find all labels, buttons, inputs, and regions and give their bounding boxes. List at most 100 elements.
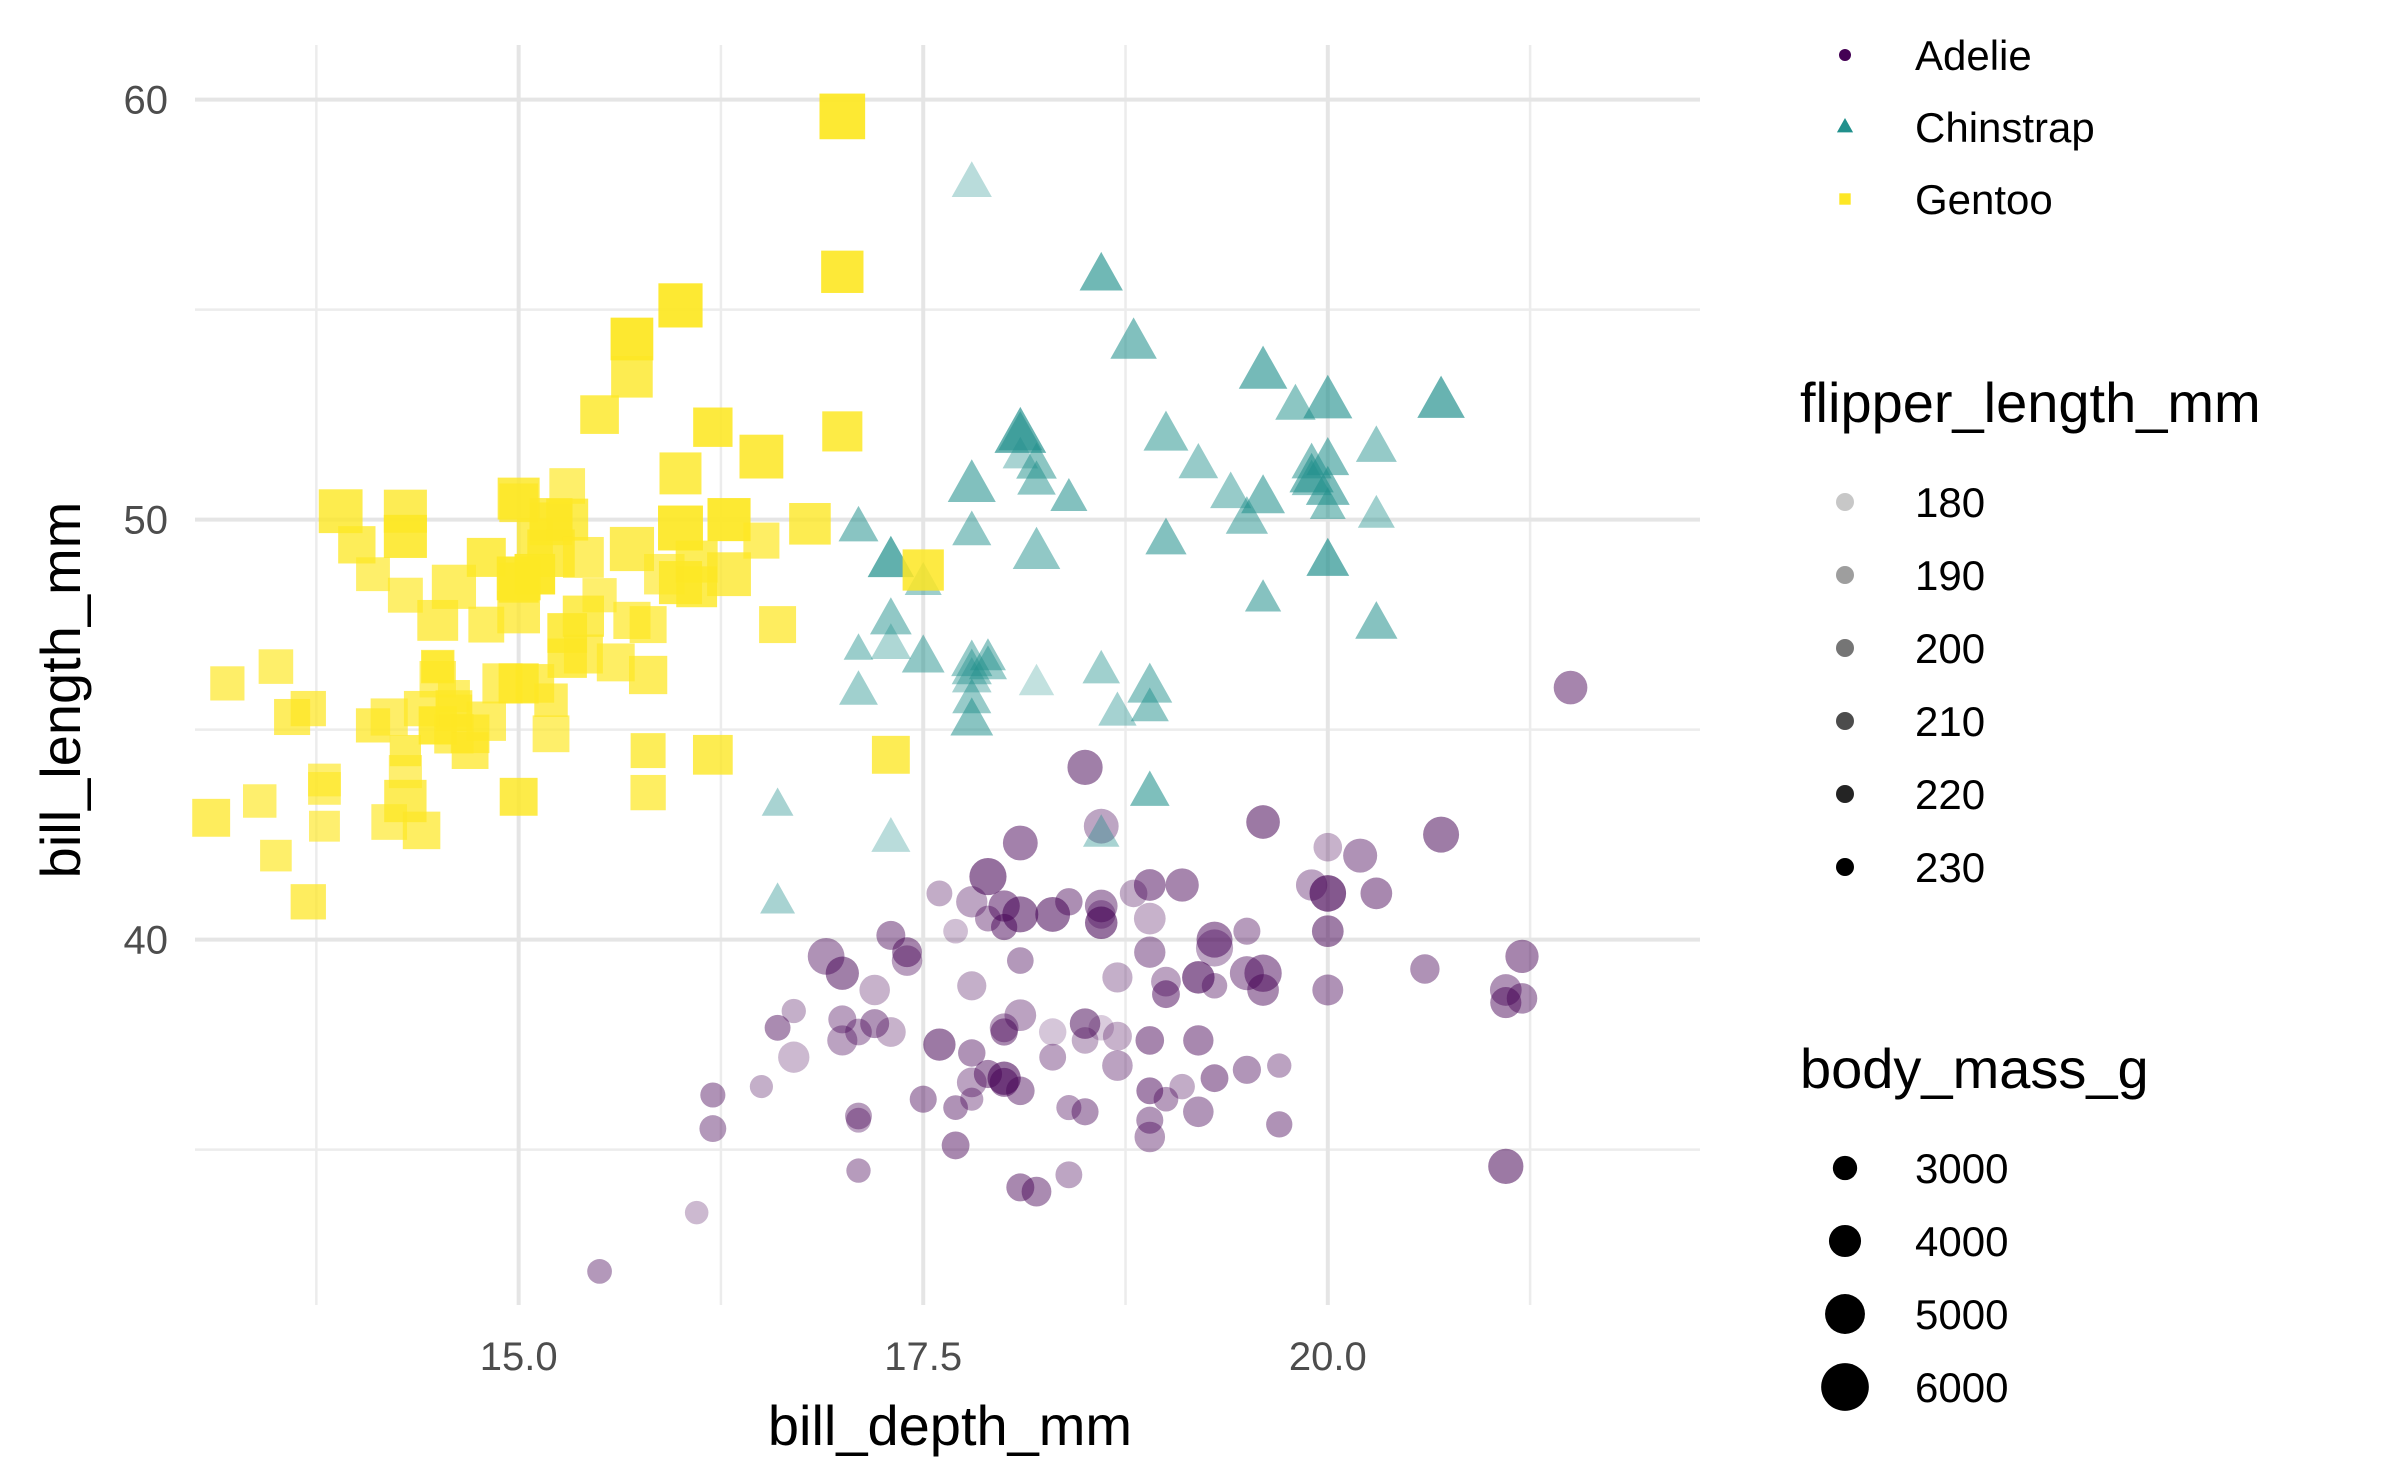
chinstrap-point (839, 670, 878, 705)
chinstrap-point (867, 535, 915, 578)
data-points (192, 93, 1588, 1284)
adelie-point (1489, 974, 1522, 1006)
minor-gridlines (195, 45, 1700, 1305)
chinstrap-point (1082, 814, 1120, 847)
adelie-point (1134, 1121, 1166, 1153)
x-tick-label: 20.0 (1289, 1335, 1367, 1379)
adelie-point (1135, 1026, 1165, 1055)
adelie-point (699, 1115, 727, 1143)
chinstrap-point (870, 623, 911, 659)
gentoo-point (274, 698, 311, 736)
adelie-point (1038, 1018, 1067, 1046)
adelie-point (1247, 974, 1279, 1006)
adelie-point (1055, 888, 1083, 916)
chinstrap-point (951, 657, 992, 693)
gentoo-point (659, 452, 702, 495)
flipper-legend-key (1836, 858, 1854, 876)
flipper-legend-key (1836, 639, 1854, 657)
chinstrap-point (1355, 425, 1397, 462)
adelie-point (1410, 954, 1440, 984)
legend-label-gentoo: Gentoo (1915, 176, 2053, 223)
chinstrap-point (1241, 474, 1286, 514)
adelie-point (989, 1013, 1019, 1043)
adelie-point (926, 880, 953, 907)
flipper-legend-key (1836, 566, 1854, 584)
adelie-point (859, 974, 890, 1006)
gentoo-point (499, 483, 538, 523)
adelie-point (876, 920, 906, 950)
adelie-point (923, 1028, 956, 1061)
body-mass-legend-label: 3000 (1915, 1145, 2008, 1192)
gentoo-point (309, 810, 340, 842)
gentoo-point (403, 690, 440, 727)
adelie-point (1553, 670, 1588, 705)
chinstrap-point (969, 638, 1006, 671)
adelie-point (1102, 1021, 1132, 1051)
gentoo-point (871, 735, 910, 774)
adelie-point (943, 1095, 968, 1120)
gentoo-point (739, 434, 784, 479)
chinstrap-point (1143, 410, 1189, 451)
chinstrap-point (838, 505, 879, 542)
adelie-point (1004, 999, 1037, 1032)
species-legend: Adelie Chinstrap Gentoo (1836, 32, 2095, 223)
flipper-legend-label: 200 (1915, 625, 1985, 672)
legend-key-chinstrap (1836, 118, 1854, 133)
adelie-point (1021, 1176, 1052, 1207)
x-axis-ticks: 15.0 17.5 20.0 (480, 1335, 1367, 1379)
gentoo-point (611, 356, 653, 398)
adelie-point (1244, 954, 1282, 992)
gentoo-point (534, 683, 568, 717)
adelie-point (1035, 896, 1071, 932)
adelie-point (1151, 966, 1181, 997)
gentoo-point (630, 733, 666, 769)
chinstrap-point (951, 639, 993, 677)
adelie-point (1343, 838, 1378, 873)
chinstrap-point (952, 678, 992, 714)
adelie-point (1266, 1111, 1293, 1138)
chinstrap-point (1244, 579, 1282, 612)
chinstrap-point (1018, 663, 1055, 696)
adelie-point (1069, 1008, 1101, 1039)
gentoo-point (387, 577, 423, 613)
flipper-legend-key (1836, 493, 1854, 511)
gentoo-point (258, 649, 294, 684)
adelie-point (845, 1102, 872, 1130)
adelie-point (909, 1085, 937, 1113)
body-mass-legend: body_mass_g 3000 4000 5000 6000 (1800, 1037, 2149, 1411)
adelie-point (860, 1009, 890, 1039)
gentoo-point (383, 514, 427, 558)
adelie-point (1423, 816, 1460, 853)
gentoo-point (596, 643, 635, 682)
chinstrap-point (1238, 345, 1288, 389)
chinstrap-point (947, 459, 996, 503)
legend-key-adelie (1839, 49, 1851, 61)
gentoo-point (260, 839, 292, 872)
adelie-point (1134, 936, 1166, 968)
adelie-point (1200, 1064, 1229, 1093)
adelie-point (958, 1039, 986, 1067)
body-mass-legend-label: 5000 (1915, 1291, 2008, 1338)
y-tick-label: 40 (124, 919, 169, 963)
adelie-point (1083, 808, 1119, 844)
adelie-point (1169, 1073, 1195, 1100)
major-gridlines (195, 45, 1700, 1305)
adelie-point (1312, 974, 1344, 1006)
chinstrap-point (760, 882, 796, 914)
adelie-point (892, 937, 922, 968)
x-axis-title: bill_depth_mm (768, 1394, 1132, 1457)
adelie-point (1246, 805, 1280, 839)
chinstrap-point (1079, 251, 1123, 291)
adelie-point (1505, 939, 1539, 974)
adelie-point (1196, 921, 1233, 958)
gentoo-point (819, 93, 866, 140)
chinstrap-point (1098, 691, 1137, 726)
gentoo-point (290, 884, 326, 920)
adelie-point (778, 1041, 810, 1073)
adelie-point (891, 945, 923, 976)
gentoo-point (308, 763, 341, 797)
chinstrap-point (1002, 436, 1039, 469)
adelie-point (1056, 1095, 1082, 1121)
gentoo-point (562, 595, 604, 637)
legend-label-chinstrap: Chinstrap (1915, 104, 2095, 151)
